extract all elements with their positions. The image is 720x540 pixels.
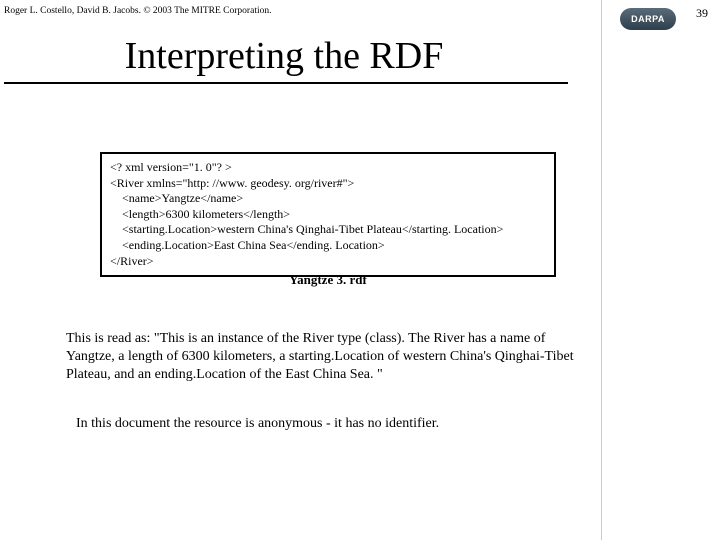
anonymous-note: In this document the resource is anonymo… <box>76 416 576 432</box>
darpa-badge: DARPA <box>620 8 676 30</box>
right-divider <box>601 0 602 540</box>
darpa-badge-text: DARPA <box>631 14 665 24</box>
code-line-1: <? xml version="1. 0"? > <box>110 160 546 176</box>
code-line-5: <starting.Location>western China's Qingh… <box>110 222 546 238</box>
code-line-4: <length>6300 kilometers</length> <box>110 207 546 223</box>
code-box: <? xml version="1. 0"? > <River xmlns="h… <box>100 152 556 277</box>
filename-label: Yangtze 3. rdf <box>100 272 556 288</box>
slide-title: Interpreting the RDF <box>0 34 568 78</box>
code-line-6: <ending.Location>East China Sea</ending.… <box>110 238 546 254</box>
code-line-7: </River> <box>110 254 546 270</box>
interpretation-text: This is read as: "This is an instance of… <box>66 330 586 385</box>
page-number: 39 <box>696 6 708 21</box>
code-line-2: <River xmlns="http: //www. geodesy. org/… <box>110 176 546 192</box>
title-underline <box>4 82 568 84</box>
header-attribution: Roger L. Costello, David B. Jacobs. © 20… <box>4 6 271 16</box>
code-line-3: <name>Yangtze</name> <box>110 191 546 207</box>
